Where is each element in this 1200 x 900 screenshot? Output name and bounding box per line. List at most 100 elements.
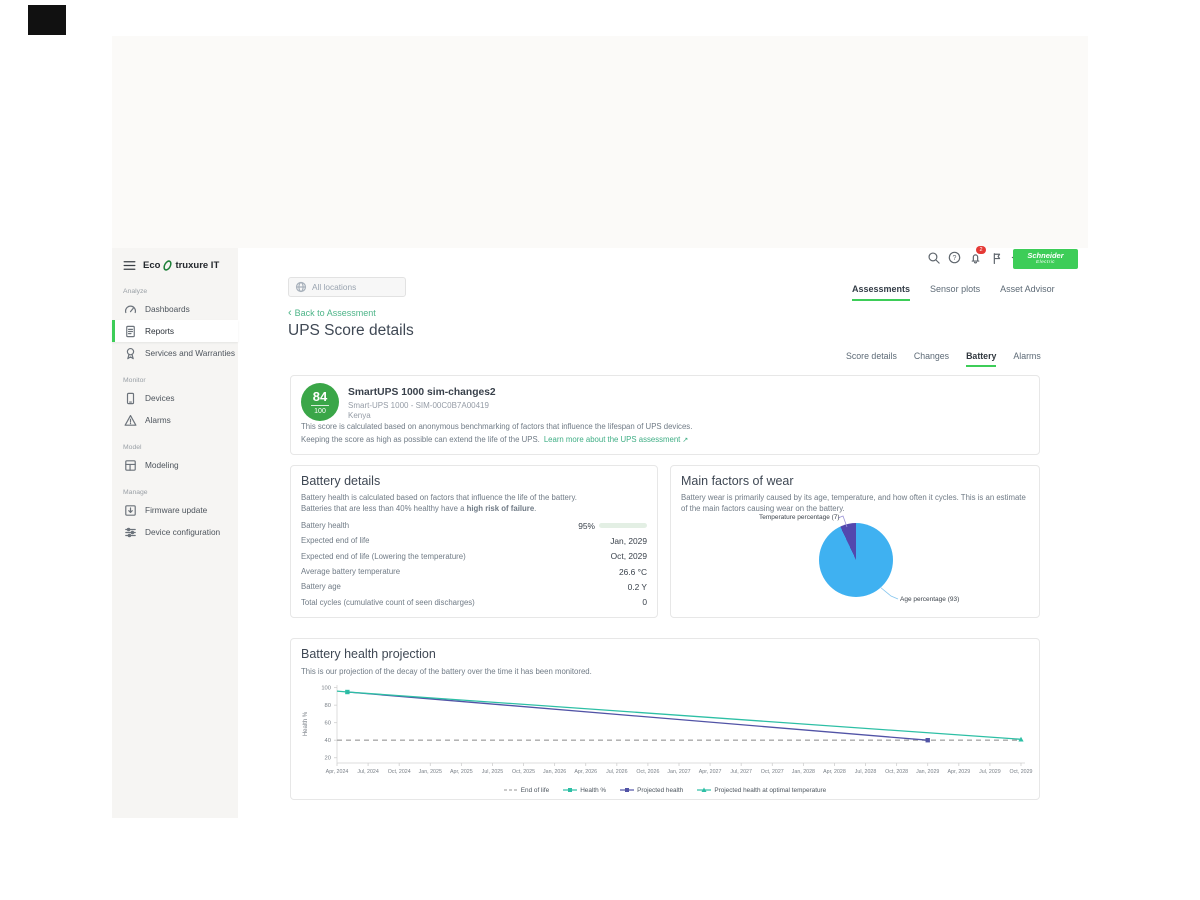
learn-more-label: Learn more about the UPS assessment xyxy=(543,435,681,444)
notifications-icon[interactable]: 2 xyxy=(968,246,986,264)
battery-details-title: Battery details xyxy=(301,474,381,488)
svg-text:Jul, 2029: Jul, 2029 xyxy=(979,769,1001,775)
svg-text:?: ? xyxy=(952,254,956,261)
chevron-left-icon: ‹ xyxy=(288,306,292,319)
row-label: Expected end of life (Lowering the tempe… xyxy=(301,551,466,561)
brand-line2: Electric xyxy=(1036,259,1055,265)
menu-icon[interactable] xyxy=(122,258,137,273)
battery-details-rows: Battery health 95% Expected end of life Jan… xyxy=(301,518,647,610)
sidebar-item-label: Reports xyxy=(145,326,175,336)
score-max: 100 xyxy=(314,407,326,415)
sidebar-nav: Analyze Dashboards Reports Services and War… xyxy=(112,288,238,543)
device-configuration-icon xyxy=(123,525,138,540)
battery-desc-line2-bold: high risk of failure xyxy=(466,504,535,514)
sidebar-item-dashboards[interactable]: Dashboards xyxy=(112,298,238,320)
svg-text:Apr, 2026: Apr, 2026 xyxy=(574,769,597,775)
tab-changes[interactable]: Changes xyxy=(913,351,950,361)
row-value: 26.6 °C xyxy=(618,566,647,577)
score-description-2-text: Keeping the score as high as possible ca… xyxy=(301,435,540,444)
svg-text:Jan, 2029: Jan, 2029 xyxy=(916,769,939,775)
svg-text:80: 80 xyxy=(325,703,331,709)
svg-text:Jan, 2026: Jan, 2026 xyxy=(543,769,566,775)
score-description-2: Keeping the score as high as possible ca… xyxy=(301,435,688,444)
svg-text:Jul, 2028: Jul, 2028 xyxy=(855,769,877,775)
tab-alarms[interactable]: Alarms xyxy=(1013,351,1041,361)
notification-badge: 2 xyxy=(976,246,986,254)
sidebar-item-modeling[interactable]: Modeling xyxy=(112,454,238,476)
projection-description: This is our projection of the decay of t… xyxy=(301,667,592,676)
battery-detail-row-battery-health: Battery health 95% xyxy=(301,518,647,533)
tab-score-details[interactable]: Score details xyxy=(846,351,897,361)
wear-factors-title: Main factors of wear xyxy=(681,474,794,488)
row-label: Battery age xyxy=(301,582,341,592)
location-search[interactable]: All locations xyxy=(288,277,406,297)
tab-battery[interactable]: Battery xyxy=(966,351,997,367)
logo-text-prefix: Eco xyxy=(143,260,161,271)
tab-asset-advisor[interactable]: Asset Advisor xyxy=(1000,284,1055,294)
device-name: SmartUPS 1000 sim-changes2 xyxy=(348,387,496,398)
legend-item-end-of-life: End of life xyxy=(503,786,550,794)
sidebar-item-device-configuration[interactable]: Device configuration xyxy=(112,521,238,543)
row-value: 95% xyxy=(578,521,647,531)
svg-text:Jul, 2024: Jul, 2024 xyxy=(357,769,379,775)
firmware-update-icon xyxy=(123,503,138,518)
brand-line1: Schneider xyxy=(1027,251,1064,261)
legend-label: End of life xyxy=(520,786,550,794)
sidebar-item-devices[interactable]: Devices xyxy=(112,387,238,409)
sidebar-item-reports[interactable]: Reports xyxy=(112,320,238,342)
svg-text:Apr, 2025: Apr, 2025 xyxy=(450,769,473,775)
tab-sensor-plots[interactable]: Sensor plots xyxy=(930,284,981,294)
projection-line-chart: 20 40 60 80 100 Apr, 2024 Jul, 2024 Oct, 2024 Ja… xyxy=(303,685,1033,775)
svg-text:60: 60 xyxy=(325,721,331,727)
wear-factors-description: Battery wear is primarily caused by its … xyxy=(681,493,1026,514)
sidebar-item-label: Device configuration xyxy=(145,527,221,537)
primary-tabs: Assessments Sensor plots Asset Advisor xyxy=(852,284,1055,301)
learn-more-link[interactable]: Learn more about the UPS assessment ↗ xyxy=(544,435,688,444)
legend-item-projected-health-at-optimal-temperature: Projected health at optimal temperature xyxy=(697,786,826,794)
svg-text:Jul, 2026: Jul, 2026 xyxy=(606,769,628,775)
battery-details-description: Battery health is calculated based on fa… xyxy=(301,492,631,515)
dashboards-icon xyxy=(123,302,138,317)
sidebar-item-label: Devices xyxy=(145,393,175,403)
sidebar-item-alarms[interactable]: Alarms xyxy=(112,409,238,431)
help-icon[interactable]: ? xyxy=(947,250,961,264)
row-value: Jan, 2029 xyxy=(610,535,647,546)
score-description-1: This score is calculated based on anonym… xyxy=(301,422,693,431)
legend-label: Health % xyxy=(580,786,607,794)
battery-health-bar xyxy=(599,523,647,529)
feedback-icon[interactable] xyxy=(989,250,1003,264)
svg-text:Oct, 2027: Oct, 2027 xyxy=(761,769,784,775)
svg-text:40: 40 xyxy=(325,738,331,744)
svg-text:20: 20 xyxy=(325,756,331,762)
sidebar-item-services-and-warranties[interactable]: Services and Warranties xyxy=(112,342,238,364)
sidebar: Eco truxure IT Analyze Dashboards Reports S… xyxy=(112,248,238,818)
search-icon[interactable] xyxy=(926,250,940,264)
sidebar-item-label: Firmware update xyxy=(145,505,208,515)
battery-details-card: Battery details Battery health is calcul… xyxy=(290,465,658,618)
back-link[interactable]: ‹ Back to Assessment xyxy=(288,306,376,319)
svg-text:Apr, 2024: Apr, 2024 xyxy=(326,769,349,775)
row-label: Expected end of life xyxy=(301,536,370,546)
battery-detail-row-average-battery-temperature: Average battery temperature 26.6 °C xyxy=(301,564,647,579)
svg-text:100: 100 xyxy=(321,686,331,692)
battery-detail-row-battery-age: Battery age 0.2 Y xyxy=(301,579,647,594)
svg-text:Apr, 2028: Apr, 2028 xyxy=(823,769,846,775)
battery-detail-row-total-cycles-cumulative-count-of-seen-discharges: Total cycles (cumulative count of seen d… xyxy=(301,594,647,609)
svg-text:Oct, 2025: Oct, 2025 xyxy=(512,769,535,775)
devices-icon xyxy=(123,391,138,406)
tab-assessments[interactable]: Assessments xyxy=(852,284,911,301)
services-warranties-icon xyxy=(123,346,138,361)
row-value: Oct, 2029 xyxy=(610,551,647,562)
battery-detail-row-expected-end-of-life: Expected end of life Jan, 2029 xyxy=(301,533,647,548)
legend-item-health: Health % xyxy=(563,786,606,794)
projection-card: Battery health projection This is our pr… xyxy=(290,638,1040,800)
score-card: 84 100 SmartUPS 1000 sim-changes2 Smart-… xyxy=(290,375,1040,455)
svg-text:Jan, 2027: Jan, 2027 xyxy=(667,769,690,775)
external-link-icon: ↗ xyxy=(682,436,689,444)
sidebar-item-firmware-update[interactable]: Firmware update xyxy=(112,499,238,521)
row-label: Total cycles (cumulative count of seen d… xyxy=(301,597,475,607)
schneider-electric-logo: Schneider Electric xyxy=(1013,249,1078,269)
svg-text:Jan, 2025: Jan, 2025 xyxy=(419,769,442,775)
svg-text:Oct, 2029: Oct, 2029 xyxy=(1010,769,1033,775)
